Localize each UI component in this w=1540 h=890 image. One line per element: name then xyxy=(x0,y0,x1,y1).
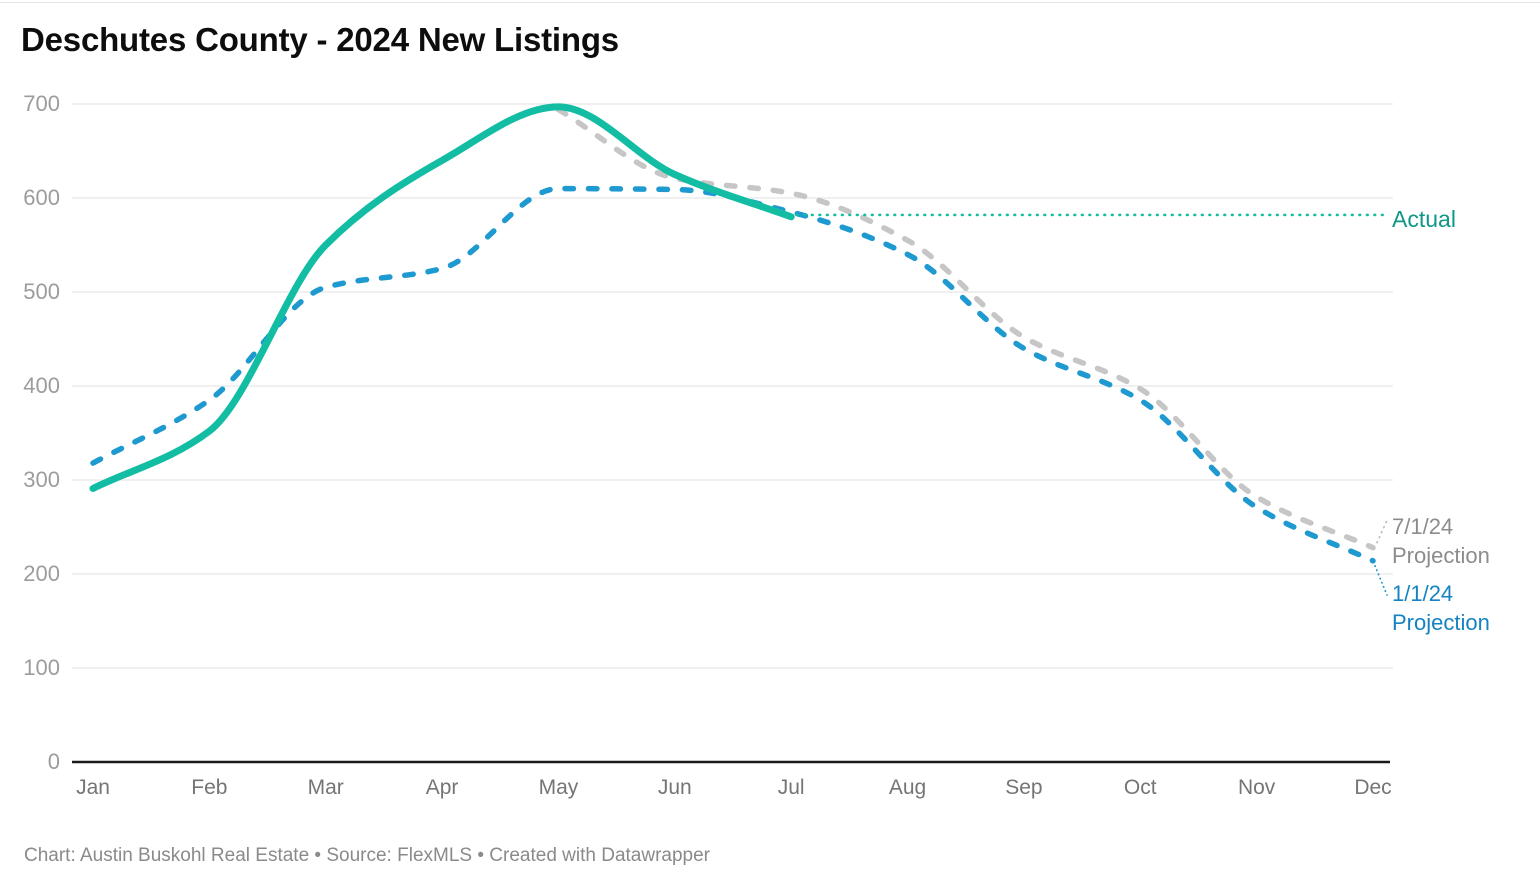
x-axis-tick-label: May xyxy=(538,776,579,799)
series-label-1-1-24-line2: Projection xyxy=(1392,610,1490,635)
x-axis-tick-label: Nov xyxy=(1237,776,1276,799)
series-label-1-1-24-projection: 1/1/24 Projection xyxy=(1392,579,1490,637)
series-label-actual: Actual xyxy=(1392,206,1456,232)
x-axis-tick-label: Apr xyxy=(425,776,459,799)
y-axis-tick-label: 400 xyxy=(23,373,60,398)
y-axis-tick-label: 100 xyxy=(23,655,60,680)
y-axis-tick-label: 500 xyxy=(23,279,60,304)
chart-title: Deschutes County - 2024 New Listings xyxy=(21,21,619,58)
series-label-7-1-24-line2: Projection xyxy=(1392,543,1490,568)
series-line-actual xyxy=(89,103,795,492)
x-axis-tick-label: Sep xyxy=(1005,776,1043,799)
y-axis-tick-label: 200 xyxy=(23,561,60,586)
x-axis-tick-label: Jan xyxy=(76,776,110,799)
leader-line-7-1-24 xyxy=(1376,517,1389,544)
y-axis-tick-label: 0 xyxy=(47,749,60,774)
chart-footer-attribution: Chart: Austin Buskohl Real Estate • Sour… xyxy=(24,845,711,866)
x-axis-tick-label: Oct xyxy=(1123,776,1157,799)
x-axis-tick-label: Dec xyxy=(1354,776,1392,799)
x-axis-tick-label: Feb xyxy=(191,776,228,799)
leader-line-1-1-24 xyxy=(1374,564,1388,596)
x-axis-tick-label: Mar xyxy=(307,776,344,799)
series-label-7-1-24-projection: 7/1/24 Projection xyxy=(1392,512,1490,570)
y-axis-tick-label: 600 xyxy=(23,185,60,210)
x-axis-tick-label: Aug xyxy=(888,776,927,799)
x-axis-tick-label: Jun xyxy=(657,776,692,799)
series-label-7-1-24-line1: 7/1/24 xyxy=(1392,514,1454,539)
y-axis-tick-label: 300 xyxy=(23,467,60,492)
series-line-1-1-24-projection xyxy=(90,185,1376,564)
y-axis-tick-label: 700 xyxy=(23,91,60,116)
series-label-1-1-24-line1: 1/1/24 xyxy=(1392,581,1454,606)
top-border-rule xyxy=(0,2,1540,3)
x-axis-tick-label: Jul xyxy=(777,776,805,799)
